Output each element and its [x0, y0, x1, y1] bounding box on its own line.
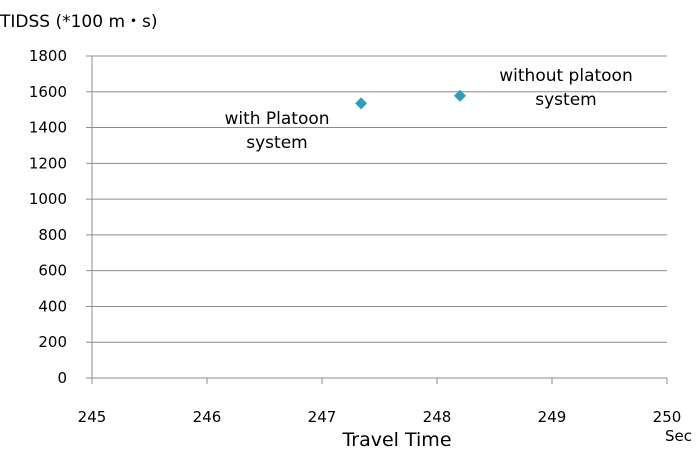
y-tick-label: 200	[38, 333, 67, 351]
data-point-1	[454, 89, 466, 102]
y-tick-label: 1000	[29, 190, 67, 208]
x-axis	[91, 377, 668, 384]
y-tick-label: 800	[38, 226, 67, 244]
y-tick-label: 1400	[29, 119, 67, 137]
x-tick-label: 249	[538, 408, 567, 426]
x-axis-unit: Sec	[665, 427, 692, 445]
x-tick-labels: 245 246 247 248 249 250	[78, 408, 682, 426]
y-tick-label: 0	[57, 369, 67, 387]
point-label-0-line-1: system	[246, 133, 307, 153]
x-tick-label: 247	[308, 408, 337, 426]
x-tick-label: 250	[653, 408, 682, 426]
point-label-1-line-1: system	[535, 90, 596, 110]
point-label-1-line-0: without platoon	[499, 66, 633, 86]
y-tick-label: 600	[38, 262, 67, 280]
data-point-0	[355, 97, 368, 110]
y-tick-label: 400	[38, 297, 67, 315]
x-tick-label: 248	[423, 408, 452, 426]
data-points	[355, 89, 466, 110]
x-axis-title: Travel Time	[341, 429, 451, 451]
y-axis-title: TIDSS (*100 m・s)	[0, 12, 158, 32]
x-tick-label: 246	[193, 408, 222, 426]
y-tick-labels: 0 200 400 600 800 1000 1200 1400 1600 1800	[29, 47, 67, 387]
y-tick-label: 1800	[29, 47, 67, 65]
y-tick-label: 1600	[29, 83, 67, 101]
x-tick-label: 245	[78, 408, 107, 426]
gridlines	[86, 55, 667, 379]
y-tick-label: 1200	[29, 154, 67, 172]
point-annotations: with Platoon system without platoon system	[224, 66, 632, 153]
point-label-0-line-0: with Platoon	[224, 109, 329, 129]
